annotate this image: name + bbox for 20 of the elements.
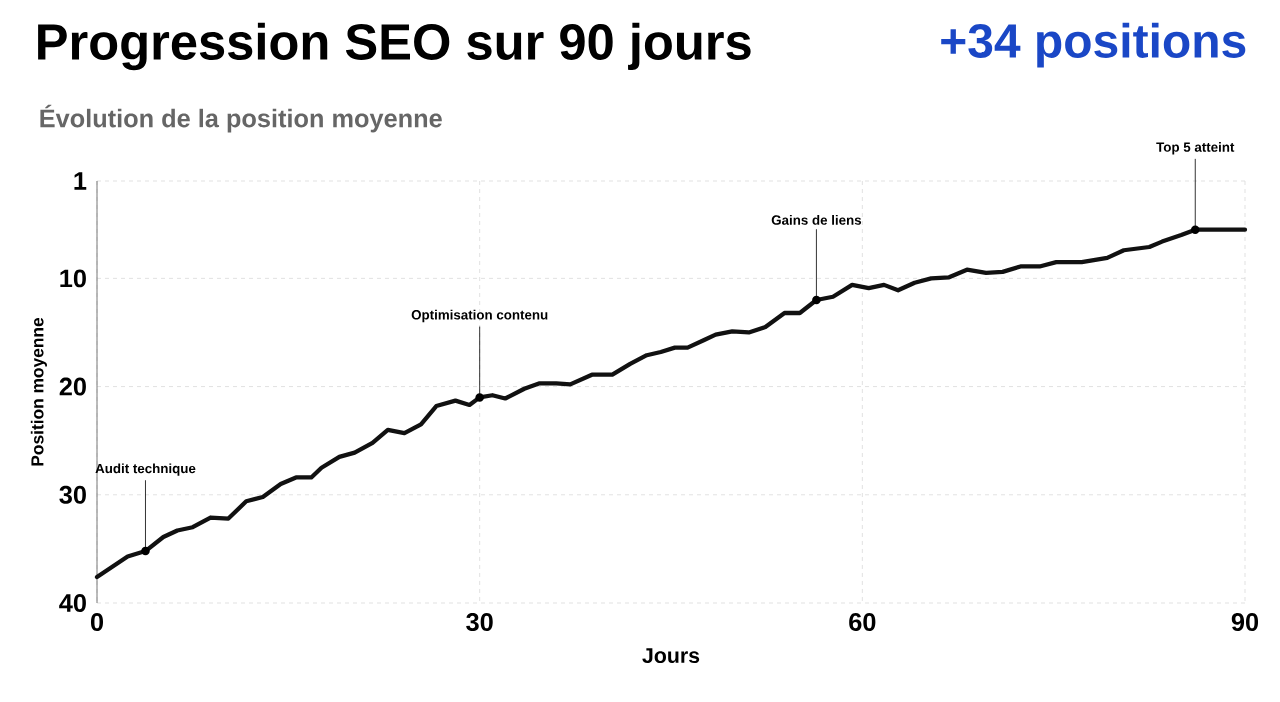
y-tick-label: 20 — [59, 377, 86, 396]
x-tick-label: 30 — [466, 613, 493, 632]
point — [812, 295, 821, 305]
x-tick-label: 60 — [849, 613, 876, 631]
annotation: Audit technique — [95, 463, 196, 476]
x-tick-label: 0 — [90, 613, 104, 631]
annotation: Optimisation contenu — [411, 309, 548, 323]
y-tick-label: 1 — [74, 172, 87, 190]
chart-title: Progression SEO sur 90 jours — [38, 22, 751, 71]
y-axis-title: Position moyenne — [30, 317, 47, 466]
point — [141, 546, 150, 556]
x-axis-title: Jours — [642, 648, 700, 664]
annotation: Top 5 atteint — [1156, 142, 1235, 155]
y-tick-label: 30 — [59, 485, 86, 504]
y-tick-label: 40 — [59, 594, 86, 612]
y-tick-label: 10 — [60, 269, 86, 288]
x-tick-label: 90 — [1231, 613, 1259, 631]
text: +34 positions — [941, 22, 1246, 68]
chart-subtitle: Évolution de la position moyenne — [40, 104, 442, 133]
annotation: Gains de liens — [771, 215, 862, 225]
